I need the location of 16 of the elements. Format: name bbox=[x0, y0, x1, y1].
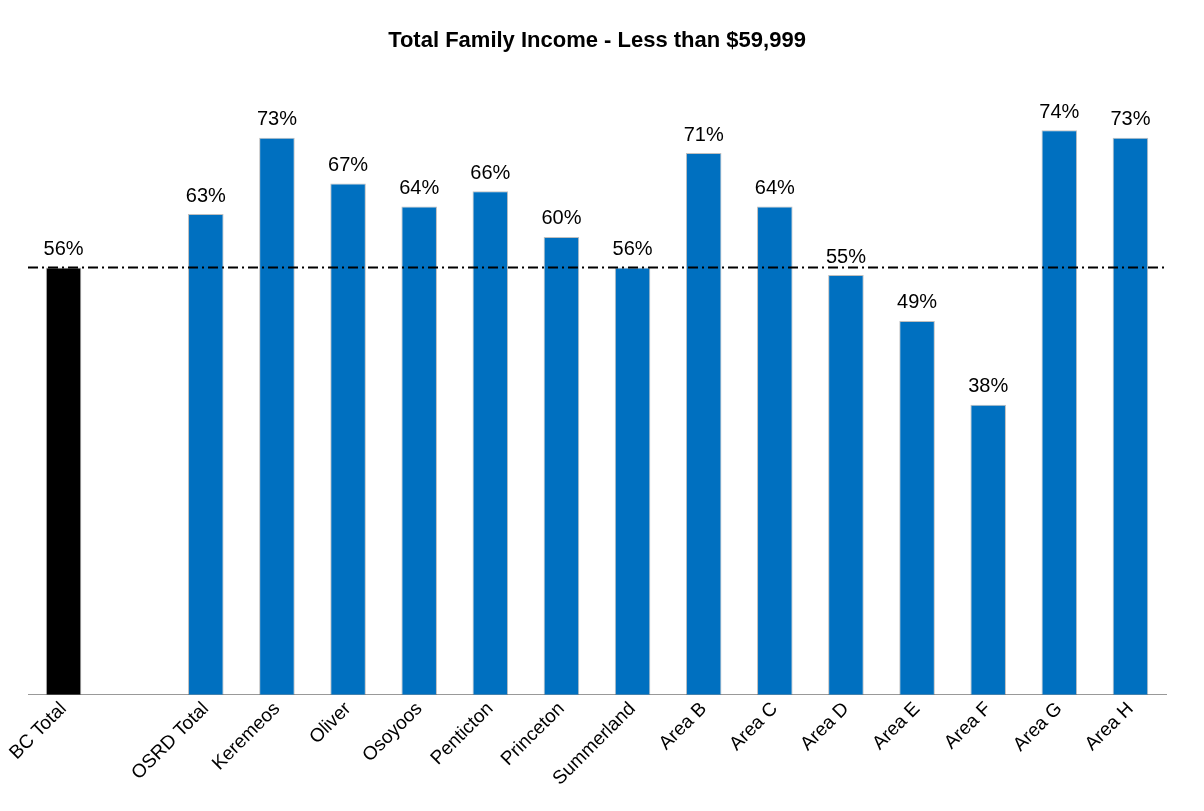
data-label: 64% bbox=[399, 175, 440, 198]
data-label: 71% bbox=[683, 122, 724, 145]
data-label: 56% bbox=[43, 237, 84, 260]
data-label: 64% bbox=[754, 175, 796, 198]
data-label: 63% bbox=[185, 183, 227, 206]
data-label: 73% bbox=[1110, 107, 1151, 130]
data-label: 74% bbox=[1039, 99, 1080, 122]
data-label: 67% bbox=[328, 153, 369, 176]
data-label: 38% bbox=[968, 374, 1009, 397]
data-label: 60% bbox=[541, 206, 582, 229]
data-label: 66% bbox=[470, 160, 511, 183]
data-label: 55% bbox=[825, 244, 867, 267]
data-label: 49% bbox=[897, 290, 938, 313]
data-label: 73% bbox=[256, 107, 298, 130]
chart-title: Total Family Income - Less than $59,999 bbox=[388, 27, 806, 53]
data-label: 56% bbox=[612, 237, 653, 260]
